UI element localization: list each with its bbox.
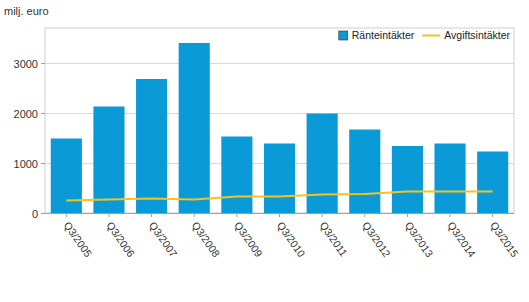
bar [349, 130, 380, 214]
legend-label: Ränteintäkter [352, 29, 415, 41]
tick-label: Q3/2010 [275, 219, 308, 259]
tick-mark [41, 63, 45, 64]
legend: Ränteintäkter Avgiftsintäkter [339, 29, 511, 41]
legend-label: Avgiftsintäkter [444, 29, 510, 41]
axis-label: milj. euro [4, 5, 49, 17]
tick-mark [41, 113, 45, 114]
tick-mark [450, 213, 451, 217]
tick-label: Q3/2014 [445, 219, 478, 259]
legend-item: Ränteintäkter [339, 29, 415, 41]
plot-marks [51, 43, 508, 213]
tick-mark [236, 213, 237, 217]
tick-mark [151, 213, 152, 217]
bar [434, 144, 465, 214]
tick-label: Q3/2015 [488, 219, 521, 259]
legend-swatch [422, 35, 440, 37]
tick-label: 2000 [14, 108, 38, 120]
tick-label: Q3/2005 [62, 219, 95, 259]
tick-label: Q3/2006 [104, 219, 137, 259]
tick-label: Q3/2008 [190, 219, 223, 259]
tick-mark [322, 213, 323, 217]
tick-label: Q3/2012 [360, 219, 393, 259]
tick-label: 1000 [14, 158, 38, 170]
tick-label: Q3/2011 [317, 219, 350, 258]
tick-label: Q3/2009 [232, 219, 265, 259]
tick-mark [364, 213, 365, 217]
plot-frame [45, 28, 514, 213]
bar [392, 146, 423, 213]
bar [93, 107, 124, 214]
tick-mark [41, 213, 45, 214]
tick-mark [407, 213, 408, 217]
tick-mark [108, 213, 109, 217]
tick-mark [492, 213, 493, 217]
tick-mark [41, 163, 45, 164]
bar [179, 43, 210, 213]
line [66, 192, 492, 201]
bar [307, 114, 338, 214]
tick-label: 0 [32, 208, 38, 220]
legend-item: Avgiftsintäkter [422, 29, 510, 41]
tick-label: 3000 [14, 58, 38, 70]
tick-mark [194, 213, 195, 217]
tick-label: Q3/2007 [147, 219, 180, 259]
bar [136, 79, 167, 213]
bar [477, 152, 508, 214]
bar [264, 144, 295, 214]
tick-mark [66, 213, 67, 217]
bar [221, 137, 252, 214]
grid-line [45, 63, 514, 64]
legend-swatch [339, 31, 348, 40]
tick-mark [279, 213, 280, 217]
bar [51, 139, 82, 214]
tick-label: Q3/2013 [403, 219, 436, 259]
chart: 0 1000 2000 3000 milj. euro Q3/2005 Q3/2006 Q3/… [0, 0, 529, 302]
